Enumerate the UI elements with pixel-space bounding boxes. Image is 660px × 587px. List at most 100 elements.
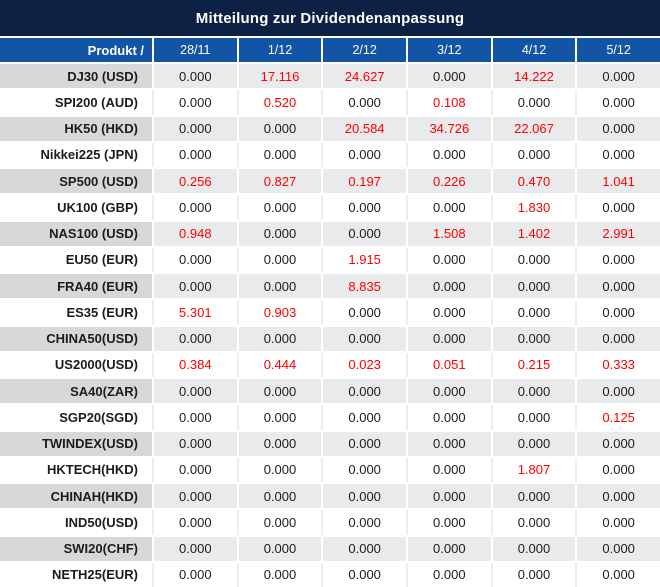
value-cell: 0.000 <box>321 510 406 535</box>
value-cell: 0.000 <box>490 431 576 456</box>
value-cell: 8.835 <box>321 274 406 299</box>
value-cell: 0.000 <box>321 457 406 482</box>
value-cell: 0.000 <box>405 379 491 404</box>
value-cell: 0.000 <box>152 247 237 272</box>
value-cell: 0.000 <box>321 142 406 167</box>
product-label: FRA40 (EUR) <box>0 274 152 299</box>
value-cell: 0.000 <box>575 510 660 535</box>
value-cell: 0.000 <box>152 510 237 535</box>
value-cell: 0.000 <box>575 562 660 587</box>
value-cell: 0.000 <box>236 116 322 141</box>
value-cell: 0.000 <box>490 247 576 272</box>
value-cell: 0.000 <box>236 562 322 587</box>
value-cell: 14.222 <box>490 64 576 89</box>
value-cell: 1.807 <box>490 457 576 482</box>
value-cell: 5.301 <box>152 300 237 325</box>
value-cell: 0.470 <box>490 169 576 194</box>
value-cell: 0.000 <box>236 221 322 246</box>
value-cell: 0.000 <box>236 484 322 509</box>
value-cell: 17.116 <box>236 64 322 89</box>
value-cell: 0.000 <box>152 195 237 220</box>
value-cell: 2.991 <box>575 221 660 246</box>
value-cell: 0.000 <box>575 536 660 561</box>
product-label: HKTECH(HKD) <box>0 457 152 482</box>
value-cell: 0.000 <box>236 379 322 404</box>
value-cell: 0.108 <box>405 90 491 115</box>
value-cell: 0.520 <box>236 90 322 115</box>
value-cell: 0.000 <box>575 379 660 404</box>
value-cell: 0.000 <box>405 195 491 220</box>
value-cell: 0.000 <box>152 405 237 430</box>
value-cell: 0.000 <box>490 274 576 299</box>
product-label: US2000(USD) <box>0 352 152 377</box>
table-row: HK50 (HKD) 0.000 0.000 20.584 34.726 22.067 0.… <box>0 116 660 141</box>
table-row: TWINDEX(USD) 0.000 0.000 0.000 0.000 0.000 0.0… <box>0 431 660 456</box>
table-row: Nikkei225 (JPN) 0.000 0.000 0.000 0.000 0.000… <box>0 142 660 167</box>
date-column-header: 2/12 <box>321 38 406 62</box>
product-label: HK50 (HKD) <box>0 116 152 141</box>
value-cell: 1.041 <box>575 169 660 194</box>
value-cell: 0.000 <box>405 562 491 587</box>
value-cell: 0.000 <box>321 300 406 325</box>
value-cell: 0.000 <box>321 195 406 220</box>
value-cell: 0.000 <box>405 431 491 456</box>
value-cell: 0.000 <box>321 326 406 351</box>
value-cell: 0.125 <box>575 405 660 430</box>
table-row: ES35 (EUR) 5.301 0.903 0.000 0.000 0.000 0.000 <box>0 300 660 325</box>
value-cell: 0.000 <box>405 274 491 299</box>
table-row: CHINAH(HKD) 0.000 0.000 0.000 0.000 0.000 0.00… <box>0 484 660 509</box>
value-cell: 0.000 <box>405 484 491 509</box>
table-row: UK100 (GBP) 0.000 0.000 0.000 0.000 1.830 0.00… <box>0 195 660 220</box>
value-cell: 0.000 <box>490 326 576 351</box>
value-cell: 0.000 <box>490 484 576 509</box>
value-cell: 1.915 <box>321 247 406 272</box>
value-cell: 0.023 <box>321 352 406 377</box>
value-cell: 0.000 <box>575 431 660 456</box>
value-cell: 0.000 <box>490 536 576 561</box>
value-cell: 0.000 <box>575 484 660 509</box>
value-cell: 0.000 <box>321 431 406 456</box>
value-cell: 0.000 <box>490 405 576 430</box>
value-cell: 0.000 <box>236 536 322 561</box>
table-row: SPI200 (AUD) 0.000 0.520 0.000 0.108 0.000 0.0… <box>0 90 660 115</box>
value-cell: 0.000 <box>575 457 660 482</box>
product-label: NAS100 (USD) <box>0 221 152 246</box>
value-cell: 0.000 <box>490 562 576 587</box>
value-cell: 0.000 <box>152 142 237 167</box>
date-column-header: 5/12 <box>575 38 660 62</box>
value-cell: 0.000 <box>236 405 322 430</box>
value-cell: 22.067 <box>490 116 576 141</box>
value-cell: 0.000 <box>490 510 576 535</box>
product-label: SPI200 (AUD) <box>0 90 152 115</box>
product-label: SA40(ZAR) <box>0 379 152 404</box>
page-title: Mitteilung zur Dividendenanpassung <box>195 9 465 27</box>
value-cell: 24.627 <box>321 64 406 89</box>
value-cell: 0.000 <box>236 274 322 299</box>
table-row: IND50(USD) 0.000 0.000 0.000 0.000 0.000 0.000 <box>0 510 660 535</box>
value-cell: 0.000 <box>321 405 406 430</box>
table-row: SA40(ZAR) 0.000 0.000 0.000 0.000 0.000 0.000 <box>0 379 660 404</box>
table-row: NETH25(EUR) 0.000 0.000 0.000 0.000 0.000 0.00… <box>0 562 660 587</box>
value-cell: 0.000 <box>575 64 660 89</box>
product-label: SWI20(CHF) <box>0 536 152 561</box>
product-label: SGP20(SGD) <box>0 405 152 430</box>
value-cell: 0.000 <box>405 64 491 89</box>
date-column-header: 28/11 <box>152 38 237 62</box>
value-cell: 0.000 <box>575 300 660 325</box>
value-cell: 0.000 <box>152 562 237 587</box>
value-cell: 0.384 <box>152 352 237 377</box>
value-cell: 1.402 <box>490 221 576 246</box>
value-cell: 0.000 <box>236 142 322 167</box>
value-cell: 0.000 <box>236 326 322 351</box>
value-cell: 0.000 <box>152 457 237 482</box>
value-cell: 0.000 <box>236 195 322 220</box>
table-row: DJ30 (USD) 0.000 17.116 24.627 0.000 14.222 0.… <box>0 64 660 89</box>
value-cell: 0.000 <box>405 510 491 535</box>
value-cell: 1.830 <box>490 195 576 220</box>
product-label: SP500 (USD) <box>0 169 152 194</box>
value-cell: 0.000 <box>575 90 660 115</box>
table-row: EU50 (EUR) 0.000 0.000 1.915 0.000 0.000 0.000 <box>0 247 660 272</box>
value-cell: 0.000 <box>405 457 491 482</box>
value-cell: 0.000 <box>236 431 322 456</box>
